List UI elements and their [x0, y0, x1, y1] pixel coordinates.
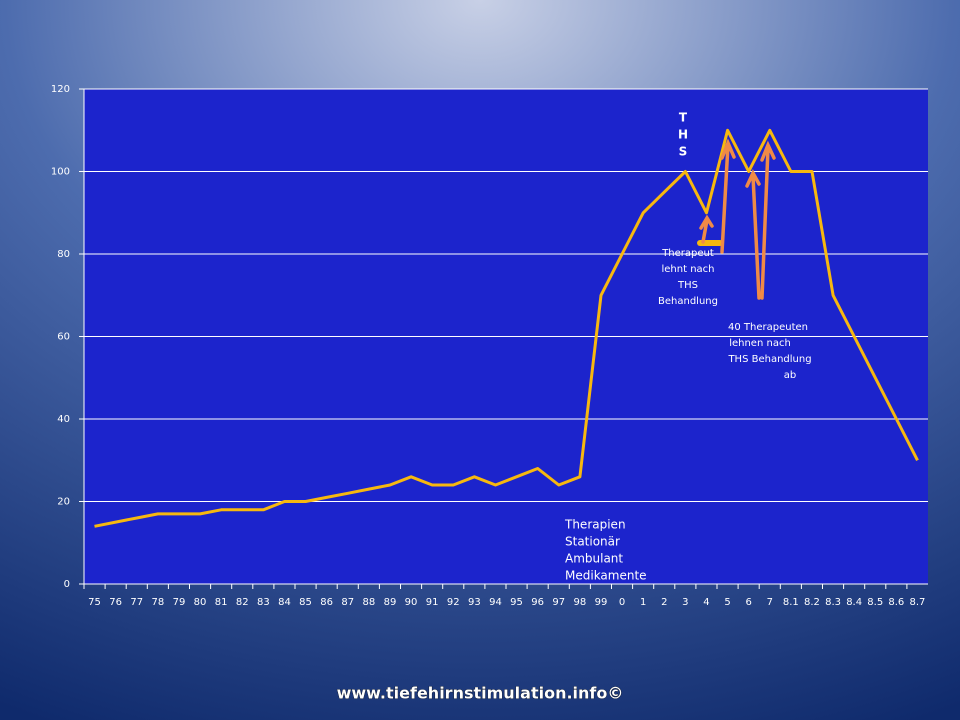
x-tick-label: 80 [194, 597, 207, 608]
x-tick-label: 0 [619, 597, 625, 608]
x-tick-label: 94 [489, 597, 502, 608]
annotation: ab [784, 370, 796, 381]
x-tick-label: 82 [236, 597, 249, 608]
x-tick-label: 81 [215, 597, 228, 608]
x-tick-label: 96 [531, 597, 544, 608]
x-tick-label: 8.5 [867, 597, 883, 608]
arrows [697, 138, 776, 300]
x-tick-label: 90 [405, 597, 418, 608]
annotation: Behandlung [658, 296, 718, 307]
x-tick-label: 95 [510, 597, 523, 608]
x-tick-label: 3 [682, 597, 688, 608]
x-tick-label: 83 [257, 597, 270, 608]
annotation: T [679, 111, 688, 125]
x-tick-label: 87 [341, 597, 354, 608]
x-tick-label: 77 [130, 597, 143, 608]
y-tick-label: 40 [57, 414, 70, 425]
x-tick-label: 98 [573, 597, 586, 608]
x-tick-label: 88 [362, 597, 375, 608]
x-tick-label: 8.6 [888, 597, 904, 608]
annotation: lehnt nach [661, 264, 714, 275]
x-tick-label: 6 [745, 597, 751, 608]
x-tick-label: 85 [299, 597, 312, 608]
x-tick-label: 8.7 [909, 597, 925, 608]
data-line [94, 128, 919, 528]
x-tick-label: 8.1 [783, 597, 799, 608]
x-tick-label: 79 [173, 597, 186, 608]
annotation: H [678, 128, 688, 142]
x-tick-label: 5 [724, 597, 730, 608]
x-tick-label: 4 [703, 597, 709, 608]
footer: www.tiefehirnstimulation.info© [337, 684, 624, 703]
x-tick-label: 86 [320, 597, 333, 608]
annotation: S [679, 145, 688, 159]
y-tick-label: 0 [64, 579, 70, 590]
annotation: THS Behandlung [727, 354, 811, 365]
x-tick-label: 93 [468, 597, 481, 608]
y-tick-label: 60 [57, 332, 70, 343]
x-tick-label: 2 [661, 597, 667, 608]
x-tick-label: 78 [151, 597, 164, 608]
annotation: THS [677, 280, 698, 291]
y-tick-label: 100 [51, 167, 70, 178]
y-tick-label: 20 [57, 497, 70, 508]
x-tick-label: 8.3 [825, 597, 841, 608]
annotation: 40 Therapeuten [728, 322, 808, 333]
x-tick-label: 76 [109, 597, 122, 608]
x-tick-label: 8.4 [846, 597, 862, 608]
annotation: Medikamente [565, 569, 647, 583]
x-tick-label: 84 [278, 597, 291, 608]
x-tick-label: 75 [88, 597, 101, 608]
y-tick-label: 80 [57, 249, 70, 260]
annotation: Ambulant [565, 552, 623, 566]
y-tick-label: 120 [51, 84, 70, 95]
annotation: Stationär [565, 535, 620, 549]
x-tick-label: 8.2 [804, 597, 820, 608]
x-tick-label: 7 [767, 597, 773, 608]
annotation: Therapeut [661, 248, 714, 259]
annotation: Therapien [564, 518, 626, 532]
x-tick-label: 92 [447, 597, 460, 608]
x-tick-label: 91 [426, 597, 439, 608]
x-tick-label: 89 [384, 597, 397, 608]
x-tick-label: 1 [640, 597, 646, 608]
x-tick-label: 97 [552, 597, 565, 608]
x-tick-label: 99 [595, 597, 608, 608]
annotation: lehnen nach [729, 338, 791, 349]
